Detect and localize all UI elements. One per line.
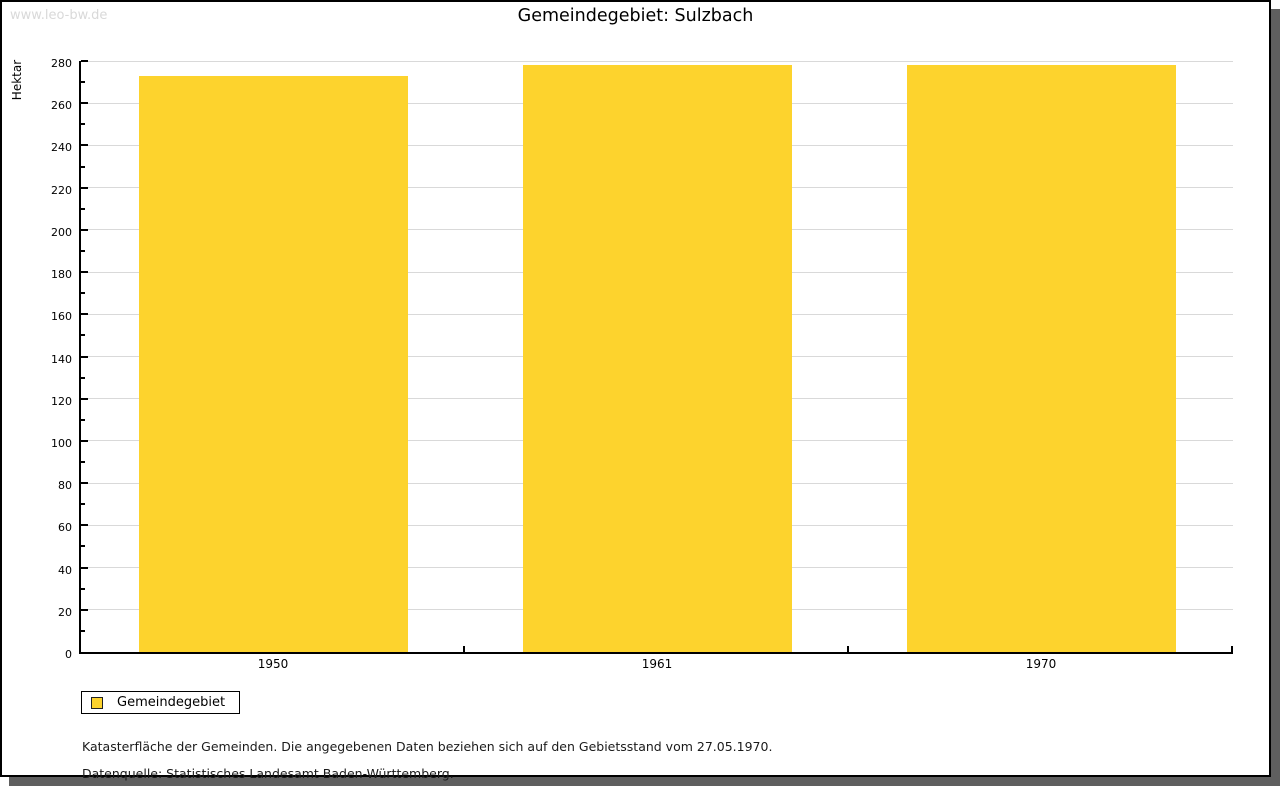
y-tick-minor-70	[81, 503, 85, 506]
y-tick-major-220	[81, 186, 88, 189]
gridline-y280	[81, 60, 1233, 62]
y-tick-label-40: 40	[58, 563, 72, 577]
y-tick-major-100	[81, 439, 88, 442]
y-tick-label-200: 200	[51, 225, 72, 239]
y-tick-minor-130	[81, 376, 85, 379]
y-tick-major-200	[81, 228, 88, 231]
y-tick-major-80	[81, 482, 88, 485]
y-tick-major-120	[81, 397, 88, 400]
y-tick-major-20	[81, 608, 88, 611]
y-tick-label-160: 160	[51, 310, 72, 324]
y-tick-minor-10	[81, 629, 85, 632]
y-tick-minor-150	[81, 334, 85, 337]
y-tick-label-140: 140	[51, 352, 72, 366]
chart-title: Gemeindegebiet: Sulzbach	[517, 6, 754, 26]
y-tick-major-140	[81, 355, 88, 358]
x-boundary-tick-1	[463, 646, 465, 652]
y-tick-label-100: 100	[51, 436, 72, 450]
y-tick-major-60	[81, 524, 88, 527]
footer-source: Datenquelle: Statistisches Landesamt Bad…	[82, 765, 454, 781]
y-tick-label-0: 0	[65, 648, 72, 661]
y-tick-major-260	[81, 102, 88, 105]
footer-note: Katasterfläche der Gemeinden. Die angege…	[82, 738, 773, 754]
y-tick-major-240	[81, 144, 88, 147]
x-boundary-tick-3	[1231, 646, 1233, 652]
x-tick-label-1950: 1950	[257, 657, 289, 671]
y-tick-label-260: 260	[51, 99, 72, 113]
y-tick-label-120: 120	[51, 394, 72, 408]
y-tick-minor-230	[81, 165, 85, 168]
plot-area	[79, 60, 1233, 654]
y-tick-minor-30	[81, 587, 85, 590]
y-tick-major-180	[81, 271, 88, 274]
y-tick-minor-250	[81, 123, 85, 126]
y-tick-major-40	[81, 566, 88, 569]
x-boundary-tick-2	[847, 646, 849, 652]
y-tick-label-80: 80	[58, 479, 72, 493]
y-tick-label-20: 20	[58, 605, 72, 619]
y-tick-label-60: 60	[58, 521, 72, 535]
y-tick-minor-110	[81, 418, 85, 421]
y-tick-minor-90	[81, 461, 85, 464]
x-tick-label-1961: 1961	[641, 657, 673, 671]
y-tick-minor-170	[81, 292, 85, 295]
watermark-text: www.leo-bw.de	[10, 8, 108, 23]
legend-item-label: Gemeindegebiet	[117, 695, 226, 710]
y-tick-minor-270	[81, 81, 85, 84]
y-tick-major-280	[81, 60, 88, 62]
legend: Gemeindegebiet	[81, 691, 241, 714]
y-tick-minor-210	[81, 207, 85, 210]
bar-1961	[522, 65, 792, 652]
bar-1970	[906, 65, 1176, 652]
y-tick-label-180: 180	[51, 268, 72, 282]
x-tick-label-1970: 1970	[1025, 657, 1057, 671]
bar-1950	[138, 75, 408, 652]
y-tick-label-280: 280	[51, 57, 72, 70]
y-tick-minor-50	[81, 545, 85, 548]
y-tick-major-160	[81, 313, 88, 316]
y-tick-label-220: 220	[51, 183, 72, 197]
y-tick-minor-190	[81, 249, 85, 252]
legend-swatch-icon	[91, 696, 103, 709]
y-tick-label-240: 240	[51, 141, 72, 155]
